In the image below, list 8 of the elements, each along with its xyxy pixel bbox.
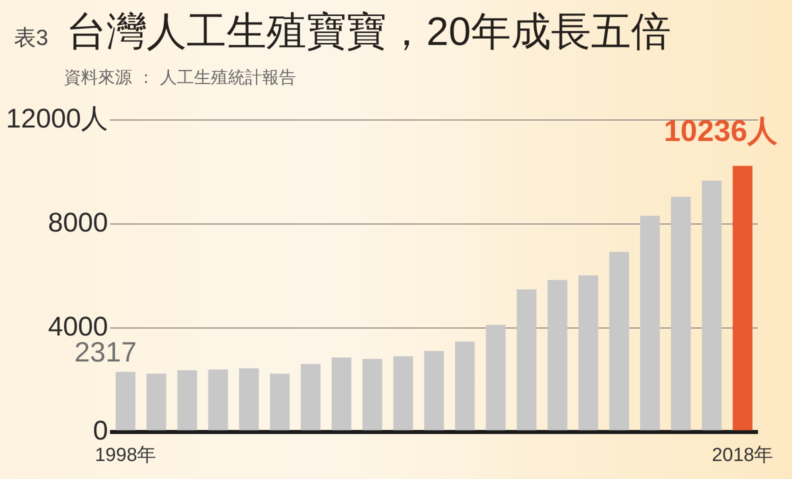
y-tick-label: 12000人 xyxy=(6,103,108,134)
x-tick-label: 2018年 xyxy=(712,444,774,466)
x-tick-label: 1998年 xyxy=(94,444,156,466)
y-tick-label: 0 xyxy=(93,416,108,446)
chart-title: 表3 台灣人工生殖寶寶，20年成長五倍 xyxy=(14,10,671,54)
y-tick-label: 8000 xyxy=(48,208,108,238)
source-note: 資料來源 ： 人工生殖統計報告 xyxy=(64,67,296,89)
data-label: 10236人 xyxy=(664,115,778,148)
